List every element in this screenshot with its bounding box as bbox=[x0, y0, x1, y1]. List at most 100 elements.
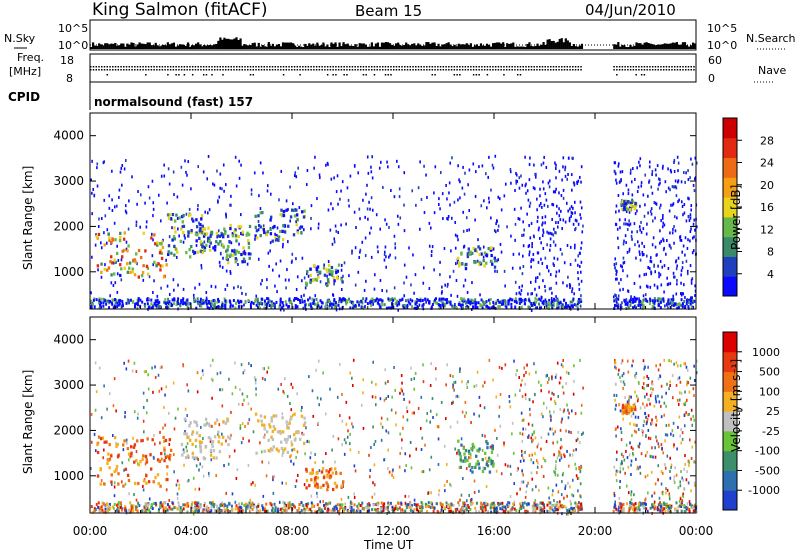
power-cell bbox=[545, 165, 548, 169]
power-cell bbox=[634, 306, 637, 310]
power-cell bbox=[531, 245, 533, 249]
velocity-cell bbox=[493, 510, 496, 514]
velocity-cell bbox=[577, 501, 580, 505]
nave-point bbox=[538, 69, 541, 71]
power-cell bbox=[394, 302, 397, 306]
power-cell bbox=[641, 241, 643, 245]
velocity-cell bbox=[400, 501, 403, 505]
power-cell bbox=[622, 261, 625, 265]
freq-point bbox=[359, 66, 362, 68]
power-cell bbox=[417, 298, 420, 302]
nsky-bar bbox=[302, 46, 305, 49]
velocity-cell bbox=[252, 481, 254, 485]
velocity-cell bbox=[265, 502, 268, 506]
power-cell bbox=[449, 301, 452, 305]
power-cell bbox=[91, 191, 93, 195]
power-cell bbox=[97, 232, 101, 237]
power-cell bbox=[141, 300, 144, 304]
power-cell bbox=[112, 306, 115, 310]
nave-point bbox=[128, 69, 131, 71]
power-cell bbox=[381, 303, 384, 307]
velocity-cell bbox=[150, 506, 152, 510]
nsky-bar bbox=[621, 44, 624, 49]
power-cell bbox=[555, 204, 558, 208]
velocity-cell bbox=[299, 503, 301, 507]
velocity-cell bbox=[142, 509, 145, 513]
nave-point bbox=[475, 69, 478, 71]
nave-point bbox=[393, 69, 395, 71]
power-cell bbox=[563, 305, 566, 309]
power-cell bbox=[213, 304, 216, 308]
velocity-cell bbox=[420, 447, 423, 451]
velocity-cell bbox=[219, 388, 221, 392]
power-cell bbox=[439, 171, 442, 175]
freq-point bbox=[693, 66, 695, 68]
power-cell bbox=[368, 231, 371, 235]
freq-point bbox=[354, 66, 356, 68]
velocity-cell bbox=[429, 384, 432, 388]
velocity-cell bbox=[115, 503, 118, 507]
power-cell bbox=[237, 305, 240, 309]
power-cell bbox=[562, 156, 565, 160]
velocity-cell bbox=[226, 504, 229, 508]
power-cell bbox=[175, 303, 178, 307]
power-cell bbox=[238, 300, 241, 304]
velocity-cell bbox=[387, 394, 390, 398]
power-cell bbox=[442, 302, 445, 306]
power-cell bbox=[382, 185, 384, 189]
power-cell bbox=[478, 247, 482, 251]
power-cell bbox=[664, 304, 666, 308]
nave-point bbox=[492, 69, 494, 71]
power-cell bbox=[413, 291, 415, 295]
power-cell bbox=[483, 302, 486, 306]
nave-point bbox=[164, 69, 166, 71]
power-cell bbox=[116, 301, 119, 305]
power-cell bbox=[398, 195, 401, 199]
velocity-cell bbox=[109, 506, 112, 510]
velocity-cell bbox=[658, 400, 661, 404]
nsky-bar bbox=[429, 43, 432, 49]
velocity-cell bbox=[125, 438, 128, 442]
power-cell bbox=[683, 211, 686, 215]
velocity-cell bbox=[120, 508, 123, 512]
velocity-cell bbox=[148, 497, 151, 501]
velocity-cell bbox=[375, 508, 378, 512]
power-cell bbox=[692, 249, 695, 253]
velocity-cell bbox=[359, 504, 362, 508]
nsky-bar bbox=[471, 46, 474, 49]
velocity-cell bbox=[440, 505, 443, 509]
velocity-cell bbox=[339, 503, 342, 507]
power-cell bbox=[246, 262, 249, 266]
freq-label-line2: [MHz] bbox=[9, 65, 41, 78]
velocity-cell bbox=[166, 472, 168, 476]
power-cell bbox=[287, 305, 290, 309]
freq-point bbox=[92, 66, 95, 68]
velocity-cell bbox=[98, 509, 101, 513]
power-cell bbox=[550, 232, 553, 236]
velocity-cell bbox=[210, 509, 213, 513]
velocity-cell bbox=[677, 486, 680, 490]
nave-point bbox=[302, 69, 304, 71]
power-cell bbox=[201, 224, 204, 228]
power-cell bbox=[657, 304, 660, 308]
freq-point bbox=[260, 66, 263, 68]
power-cell bbox=[391, 297, 394, 301]
power-cell bbox=[467, 247, 470, 251]
power-cell bbox=[229, 226, 232, 231]
nave-point bbox=[516, 69, 519, 71]
power-cell bbox=[533, 187, 536, 191]
power-cell bbox=[341, 297, 344, 301]
velocity-cell bbox=[673, 443, 675, 447]
nsky-bar bbox=[673, 42, 676, 49]
velocity-cell bbox=[456, 394, 458, 398]
velocity-cell bbox=[575, 474, 578, 478]
velocity-cell bbox=[580, 403, 583, 407]
power-cell bbox=[564, 220, 567, 224]
velocity-cell bbox=[531, 505, 534, 509]
nsky-bar bbox=[627, 46, 630, 49]
nsky-bar bbox=[287, 42, 291, 49]
power-cell bbox=[332, 293, 335, 297]
velocity-cell bbox=[237, 402, 240, 406]
power-cell bbox=[186, 301, 189, 305]
freq-point bbox=[646, 66, 648, 68]
